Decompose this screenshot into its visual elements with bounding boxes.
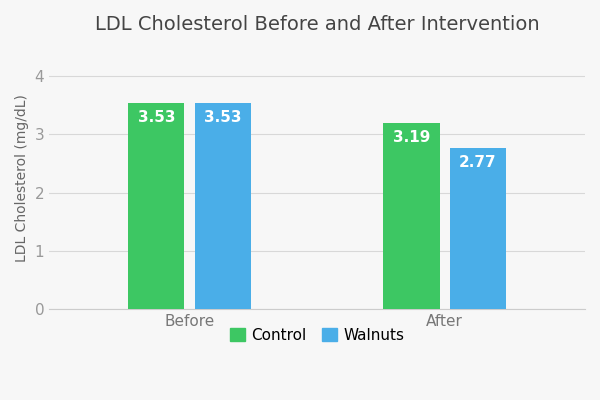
Bar bbox=[383, 123, 440, 309]
Bar bbox=[450, 148, 506, 309]
Y-axis label: LDL Cholesterol (mg/dL): LDL Cholesterol (mg/dL) bbox=[15, 94, 29, 262]
Bar bbox=[194, 103, 251, 309]
Text: 3.53: 3.53 bbox=[204, 110, 241, 125]
Text: 3.53: 3.53 bbox=[137, 110, 175, 125]
Text: 3.19: 3.19 bbox=[393, 130, 430, 145]
Text: 2.77: 2.77 bbox=[459, 154, 497, 170]
Bar bbox=[128, 103, 184, 309]
Title: LDL Cholesterol Before and After Intervention: LDL Cholesterol Before and After Interve… bbox=[95, 15, 539, 34]
Legend: Control, Walnuts: Control, Walnuts bbox=[224, 322, 410, 349]
